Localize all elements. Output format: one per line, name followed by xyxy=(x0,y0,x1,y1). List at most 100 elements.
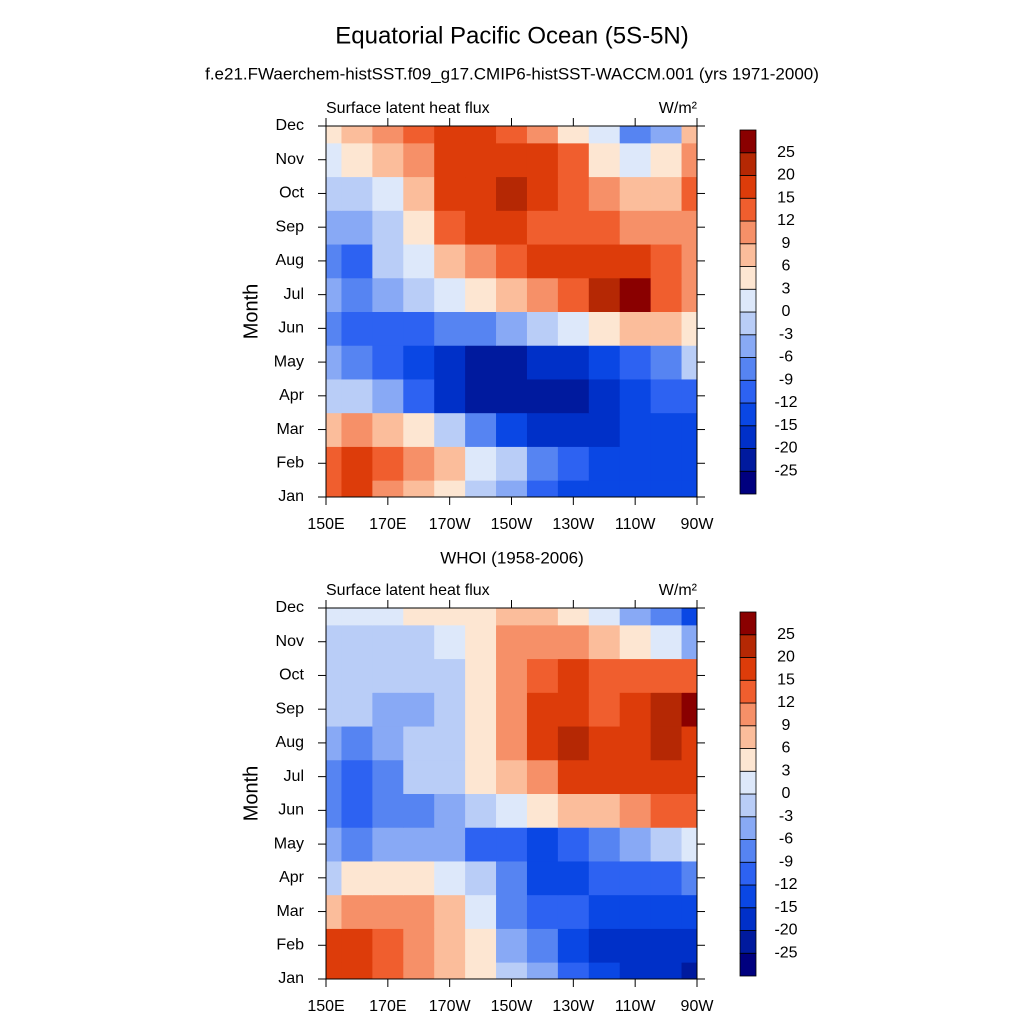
contour-cell xyxy=(650,658,683,693)
contour-cell xyxy=(372,378,404,414)
contour-cell xyxy=(465,345,497,380)
contour-cell xyxy=(557,142,590,178)
contour-cell xyxy=(588,827,621,862)
contour-cell xyxy=(341,860,373,896)
contour-cell xyxy=(496,759,528,794)
contour-cell xyxy=(588,176,621,211)
contour-cell xyxy=(326,928,342,963)
contour-cell xyxy=(650,759,683,794)
contour-cell xyxy=(434,244,466,279)
contour-cell xyxy=(526,827,559,862)
contour-cell xyxy=(496,928,528,963)
contour-cell xyxy=(650,894,683,929)
contour-cell xyxy=(557,928,590,963)
contour-cell xyxy=(619,345,652,380)
contour-cell xyxy=(619,692,652,727)
contour-cell xyxy=(403,277,435,312)
contour-cell xyxy=(465,759,497,794)
colorbar-label: 12 xyxy=(777,694,795,711)
contour-cell xyxy=(434,692,466,727)
contour-cell xyxy=(403,759,435,794)
contour-cell xyxy=(372,244,404,279)
contour-cell xyxy=(588,210,621,245)
contour-cell xyxy=(403,210,435,245)
contour-cell xyxy=(650,244,683,279)
colorbar-label: -20 xyxy=(774,922,797,939)
y-tick-label: Jan xyxy=(278,488,304,505)
x-tick-label: 150W xyxy=(491,516,534,533)
contour-cell xyxy=(619,126,652,144)
contour-cell xyxy=(372,759,404,794)
contour-cell xyxy=(619,827,652,862)
contour-cell xyxy=(557,793,590,828)
y-tick-label: Apr xyxy=(279,869,305,886)
contour-cell xyxy=(341,827,373,862)
contour-cell xyxy=(372,480,404,498)
contour-cell xyxy=(326,793,342,828)
contour-cell xyxy=(588,759,621,794)
contour-cell xyxy=(341,412,373,447)
contour-cell xyxy=(619,412,652,447)
contour-cell xyxy=(326,624,342,660)
contour-cell xyxy=(588,658,621,693)
contour-cell xyxy=(557,244,590,279)
contour-cell xyxy=(434,446,466,481)
contour-cell xyxy=(526,928,559,963)
contour-cell xyxy=(341,311,373,346)
contour-cell xyxy=(465,827,497,862)
contour-cell xyxy=(588,624,621,660)
contour-cell xyxy=(434,378,466,414)
contour-cell xyxy=(650,793,683,828)
contour-cell xyxy=(619,244,652,279)
contour-cell xyxy=(650,142,683,178)
y-tick-label: Aug xyxy=(276,734,304,751)
contour-cell xyxy=(496,692,528,727)
x-tick-label: 90W xyxy=(681,998,715,1015)
colorbar-box xyxy=(739,770,757,795)
contour-cell xyxy=(326,692,342,727)
colorbar-box xyxy=(739,175,757,199)
contour-cell xyxy=(465,894,497,929)
contour-cell xyxy=(681,311,698,346)
contour-cell xyxy=(619,658,652,693)
colorbar-box xyxy=(739,220,757,245)
colorbar-label: -6 xyxy=(779,831,793,848)
contour-cell xyxy=(496,860,528,896)
contour-cell xyxy=(619,894,652,929)
contour-cell xyxy=(434,176,466,211)
contour-cell xyxy=(526,210,559,245)
colorbar-box xyxy=(739,425,757,449)
contour-cell xyxy=(403,378,435,414)
contour-cell xyxy=(496,412,528,447)
contour-cell xyxy=(372,608,404,626)
y-tick-label: Apr xyxy=(279,387,305,404)
contour-cell xyxy=(372,412,404,447)
contour-cell xyxy=(557,277,590,312)
contour-cell xyxy=(496,962,528,980)
contour-cell xyxy=(681,962,698,980)
contour-cell xyxy=(403,658,435,693)
y-tick-label: Jul xyxy=(284,286,304,303)
contour-cell xyxy=(326,759,342,794)
contour-cell xyxy=(526,608,559,626)
colorbar-label: -15 xyxy=(774,899,797,916)
contour-cell xyxy=(526,142,559,178)
colorbar-box xyxy=(739,657,757,681)
contour-cell xyxy=(434,277,466,312)
x-tick-label: 130W xyxy=(552,516,595,533)
contour-cell xyxy=(326,311,342,346)
contour-cell xyxy=(403,480,435,498)
contour-cell xyxy=(341,277,373,312)
contour-cell xyxy=(341,126,373,144)
colorbar-box xyxy=(739,861,757,886)
contour-cell xyxy=(650,446,683,481)
contour-field xyxy=(326,608,698,980)
contour-cell xyxy=(372,277,404,312)
contour-cell xyxy=(526,793,559,828)
contour-cell xyxy=(372,126,404,144)
contour-cell xyxy=(619,142,652,178)
y-axis-label: Month xyxy=(240,284,262,340)
contour-cell xyxy=(557,412,590,447)
contour-cell xyxy=(326,345,342,380)
colorbar-label: 6 xyxy=(782,258,791,275)
